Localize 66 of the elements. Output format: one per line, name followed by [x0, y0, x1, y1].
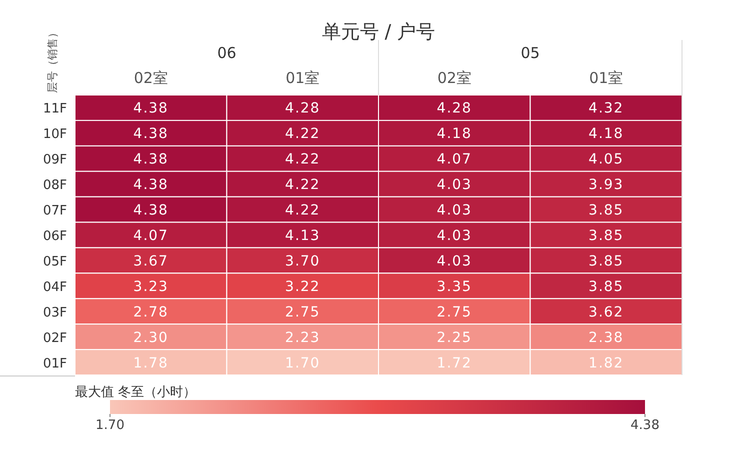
color-bar-label: 4.38	[630, 418, 660, 433]
data-label: 4.22	[285, 152, 320, 168]
y-tick-label: 06F	[42, 229, 67, 244]
data-label: 2.38	[588, 330, 624, 346]
y-tick-label: 10F	[42, 127, 67, 142]
y-tick-label: 07F	[42, 204, 67, 219]
x-tick-label: 02室	[134, 69, 168, 87]
y-tick-label: 09F	[42, 152, 67, 168]
y-tick-label: 04F	[42, 280, 67, 295]
data-label: 3.70	[285, 253, 320, 270]
y-tick-label: 11F	[42, 102, 67, 117]
data-label: 3.85	[588, 278, 624, 295]
data-label: 3.23	[133, 278, 168, 295]
color-bar-label: 1.70	[96, 418, 124, 433]
y-tick-label: 03F	[42, 305, 67, 320]
data-label: 4.03	[436, 177, 472, 194]
data-label: 1.78	[133, 355, 168, 372]
chart-title: 单元号 / 户号	[322, 21, 436, 43]
data-label: 3.85	[588, 202, 624, 219]
data-label: 4.03	[436, 202, 472, 219]
data-label: 4.13	[285, 228, 320, 244]
text: 06	[217, 44, 236, 62]
data-label: 3.93	[588, 177, 624, 194]
data-label: 1.82	[588, 355, 624, 372]
data-label: 3.35	[436, 278, 472, 295]
data-label: 4.38	[133, 126, 168, 142]
x-tick-label: 01室	[286, 69, 320, 87]
y-tick-label: 08F	[42, 178, 67, 194]
data-label: 4.38	[133, 202, 168, 219]
data-label: 4.38	[133, 100, 168, 117]
text: 05	[520, 44, 540, 62]
y-tick-label: 05F	[42, 254, 67, 270]
data-label: 4.18	[588, 126, 624, 142]
data-label: 1.72	[436, 355, 472, 372]
data-label: 2.25	[436, 330, 472, 346]
data-label: 4.03	[436, 228, 472, 244]
color-bar-title: 最大值 冬至（小时）	[75, 385, 196, 400]
data-label: 1.70	[285, 355, 320, 372]
data-label: 2.75	[285, 304, 320, 320]
x-tick-label: 01室	[589, 69, 624, 87]
data-label: 4.07	[436, 152, 472, 168]
data-label: 2.78	[133, 304, 168, 320]
data-label: 3.22	[285, 278, 320, 295]
data-label: 3.85	[588, 228, 624, 244]
data-label: 4.28	[436, 100, 472, 117]
y-tick-label: 02F	[42, 330, 67, 346]
data-label: 3.67	[133, 253, 168, 270]
data-label: 4.22	[285, 126, 320, 142]
data-label: 4.22	[285, 202, 320, 219]
data-label: 4.22	[285, 177, 320, 194]
y-tick-label: 01F	[42, 356, 67, 372]
data-label: 4.32	[588, 100, 624, 117]
data-label: 4.38	[133, 152, 168, 168]
data-label: 2.30	[133, 330, 168, 346]
y-axis-title: 层号（销售）	[46, 27, 59, 93]
data-label: 3.62	[588, 304, 624, 320]
data-label: 4.07	[133, 228, 168, 244]
data-label: 4.18	[436, 126, 472, 142]
data-label: 4.05	[588, 152, 624, 168]
data-label: 4.28	[285, 100, 320, 117]
data-label: 4.03	[436, 253, 472, 270]
data-label: 3.85	[588, 253, 624, 270]
data-label: 2.23	[285, 330, 320, 346]
x-tick-label: 02室	[437, 69, 472, 87]
data-label: 4.38	[133, 177, 168, 194]
data-label: 2.75	[436, 304, 472, 320]
